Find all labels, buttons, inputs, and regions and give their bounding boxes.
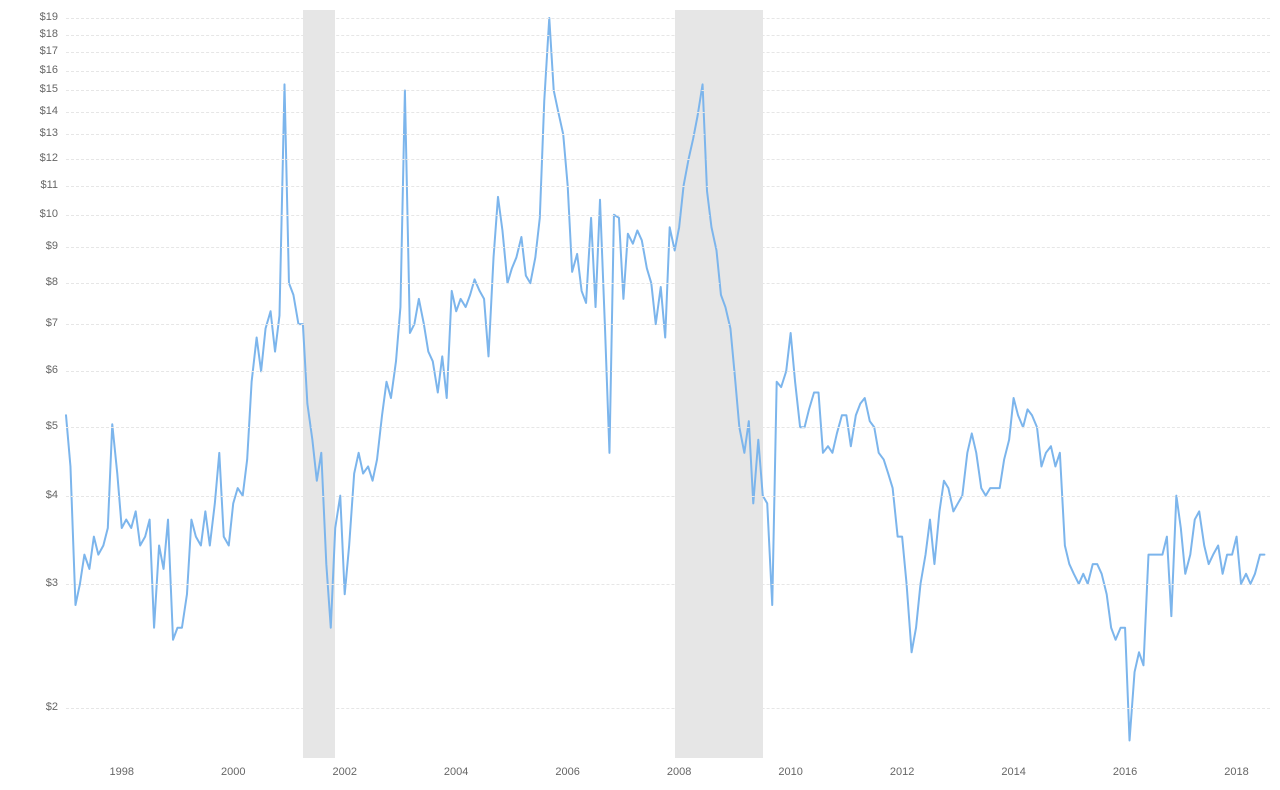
y-gridline <box>66 283 1270 284</box>
y-tick-label: $15 <box>40 83 58 95</box>
x-tick-label: 1998 <box>109 766 133 778</box>
y-gridline <box>66 18 1270 19</box>
y-tick-label: $17 <box>40 45 58 57</box>
y-gridline <box>66 112 1270 113</box>
price-chart: $2 $3 $4 $5 $6 $7 $8 $9 $10 $11 $12 $13 $14 $15 $16 $17… <box>0 0 1280 790</box>
y-tick-label: $2 <box>46 701 58 713</box>
y-tick-label: $6 <box>46 364 58 376</box>
y-tick-label: $4 <box>46 489 58 501</box>
y-gridline <box>66 427 1270 428</box>
y-gridline <box>66 247 1270 248</box>
plot-area <box>66 10 1270 758</box>
y-gridline <box>66 371 1270 372</box>
y-tick-label: $3 <box>46 577 58 589</box>
y-tick-label: $18 <box>40 28 58 40</box>
y-gridline <box>66 134 1270 135</box>
line-series <box>66 10 1270 758</box>
y-gridline <box>66 584 1270 585</box>
y-tick-label: $5 <box>46 420 58 432</box>
y-gridline <box>66 35 1270 36</box>
y-tick-label: $16 <box>40 64 58 76</box>
y-gridline <box>66 71 1270 72</box>
y-tick-label: $14 <box>40 105 58 117</box>
y-tick-label: $7 <box>46 317 58 329</box>
x-tick-label: 2000 <box>221 766 245 778</box>
y-gridline <box>66 324 1270 325</box>
x-tick-label: 2016 <box>1113 766 1137 778</box>
y-gridline <box>66 496 1270 497</box>
x-tick-label: 2018 <box>1224 766 1248 778</box>
y-tick-label: $11 <box>40 179 58 191</box>
x-tick-label: 2004 <box>444 766 468 778</box>
y-gridline <box>66 90 1270 91</box>
x-tick-label: 2002 <box>332 766 356 778</box>
y-tick-label: $10 <box>40 208 58 220</box>
x-tick-label: 2012 <box>890 766 914 778</box>
y-tick-label: $12 <box>40 152 58 164</box>
y-gridline <box>66 215 1270 216</box>
y-tick-label: $13 <box>40 127 58 139</box>
y-gridline <box>66 708 1270 709</box>
x-tick-label: 2010 <box>778 766 802 778</box>
x-tick-label: 2014 <box>1001 766 1025 778</box>
x-tick-label: 2006 <box>555 766 579 778</box>
price-line <box>66 18 1264 741</box>
y-tick-label: $9 <box>46 240 58 252</box>
y-gridline <box>66 186 1270 187</box>
y-gridline <box>66 52 1270 53</box>
x-tick-label: 2008 <box>667 766 691 778</box>
y-tick-label: $8 <box>46 276 58 288</box>
y-tick-label: $19 <box>40 11 58 23</box>
y-gridline <box>66 159 1270 160</box>
